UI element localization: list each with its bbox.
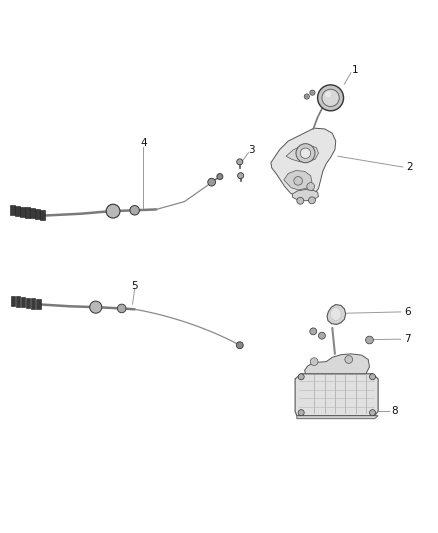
Circle shape: [318, 85, 343, 111]
FancyBboxPatch shape: [35, 209, 40, 219]
Circle shape: [304, 94, 309, 99]
Circle shape: [237, 173, 244, 179]
FancyBboxPatch shape: [31, 298, 35, 309]
Circle shape: [307, 183, 314, 190]
Polygon shape: [284, 171, 312, 190]
Circle shape: [325, 91, 331, 98]
Circle shape: [310, 90, 315, 95]
Circle shape: [310, 328, 317, 335]
FancyBboxPatch shape: [36, 299, 41, 309]
FancyBboxPatch shape: [20, 207, 25, 217]
Circle shape: [130, 206, 139, 215]
FancyBboxPatch shape: [26, 297, 31, 308]
FancyBboxPatch shape: [25, 207, 30, 217]
Polygon shape: [293, 190, 318, 201]
Circle shape: [236, 342, 243, 349]
Polygon shape: [286, 146, 318, 162]
Text: 3: 3: [248, 145, 255, 155]
FancyBboxPatch shape: [21, 297, 25, 308]
Circle shape: [366, 336, 373, 344]
Text: 7: 7: [404, 334, 410, 344]
Circle shape: [300, 148, 311, 158]
Text: 4: 4: [140, 138, 147, 148]
Circle shape: [308, 197, 315, 204]
Circle shape: [305, 95, 308, 98]
Circle shape: [311, 91, 314, 94]
Text: 5: 5: [131, 281, 138, 291]
Text: 1: 1: [352, 64, 359, 75]
Polygon shape: [297, 416, 378, 419]
FancyBboxPatch shape: [11, 296, 15, 306]
Circle shape: [370, 374, 375, 380]
Polygon shape: [304, 354, 370, 374]
Circle shape: [345, 356, 353, 364]
Circle shape: [296, 144, 315, 163]
Ellipse shape: [330, 308, 341, 320]
Polygon shape: [295, 374, 378, 416]
Text: 6: 6: [404, 307, 410, 317]
Circle shape: [370, 410, 375, 416]
Circle shape: [298, 374, 304, 380]
Circle shape: [297, 197, 304, 204]
FancyBboxPatch shape: [30, 208, 35, 219]
Circle shape: [106, 204, 120, 218]
Circle shape: [294, 176, 303, 185]
Circle shape: [208, 178, 215, 186]
Text: 8: 8: [391, 406, 397, 416]
Circle shape: [117, 304, 126, 313]
FancyBboxPatch shape: [15, 206, 20, 216]
Circle shape: [217, 174, 223, 180]
FancyBboxPatch shape: [16, 296, 20, 307]
Circle shape: [237, 159, 243, 165]
Circle shape: [318, 332, 325, 339]
Circle shape: [90, 301, 102, 313]
Polygon shape: [327, 304, 346, 325]
Text: 2: 2: [406, 162, 413, 172]
Polygon shape: [271, 128, 336, 198]
FancyBboxPatch shape: [10, 205, 15, 215]
Circle shape: [322, 89, 339, 107]
FancyBboxPatch shape: [40, 209, 45, 220]
Circle shape: [310, 358, 318, 366]
Circle shape: [298, 410, 304, 416]
